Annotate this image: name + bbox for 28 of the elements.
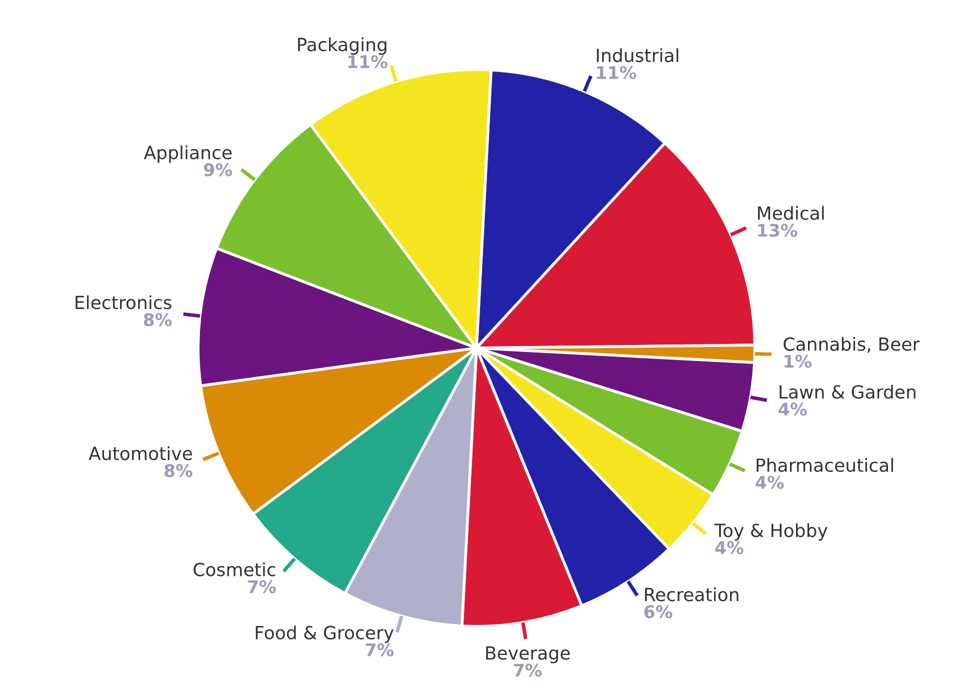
- slice-label: Cannabis, Beer: [784, 336, 920, 353]
- data-label: 1%: [784, 354, 812, 368]
- slice-label: Medical: [758, 206, 824, 220]
- data-label: 9%: [204, 163, 232, 176]
- slice-label: Industrial: [596, 48, 678, 62]
- slice-label: Appliance: [144, 145, 232, 163]
- data-label: 8%: [144, 313, 172, 326]
- data-label: 13%: [758, 224, 798, 237]
- data-label: 4%: [715, 541, 744, 554]
- data-label: 4%: [756, 476, 784, 489]
- slice-label: Recreation: [645, 587, 738, 602]
- slice-label: Toy & Hobby: [714, 523, 828, 541]
- slice-label: Cosmetic: [194, 562, 276, 576]
- data-label: 11%: [348, 55, 388, 68]
- slice-label: Electronics: [76, 295, 172, 310]
- slice-label: Automotive: [88, 446, 192, 460]
- data-label: 7%: [514, 664, 542, 677]
- data-label: 11%: [597, 66, 636, 80]
- slice-label: Packaging: [298, 37, 386, 55]
- data-label: 7%: [366, 643, 394, 656]
- data-label: 4%: [778, 402, 807, 416]
- slice-label: Lawn & Garden: [780, 384, 916, 399]
- slice-label: Beverage: [486, 646, 570, 664]
- data-label: 8%: [164, 464, 192, 478]
- data-label: 6%: [644, 605, 672, 618]
- slice-label: Pharmaceutical: [756, 458, 893, 472]
- data-label: 7%: [248, 580, 276, 594]
- slice-label: Food & Grocery: [256, 625, 394, 643]
